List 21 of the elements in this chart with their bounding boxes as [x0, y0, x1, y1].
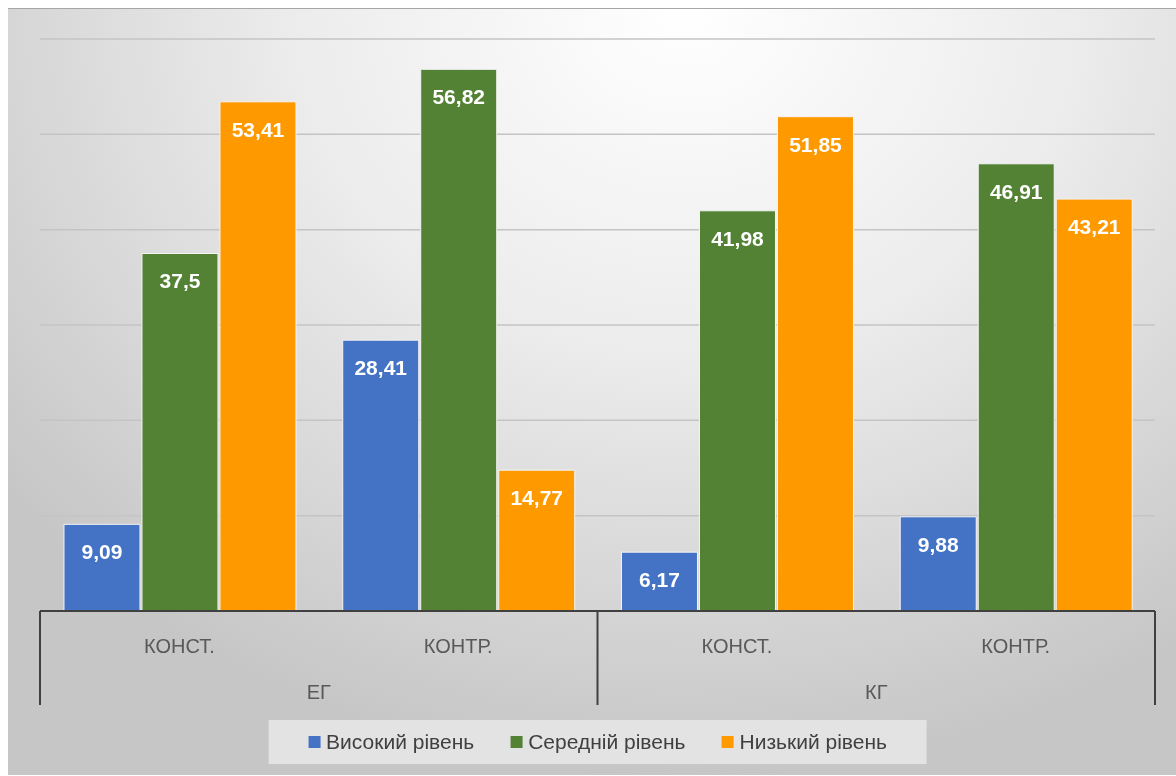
data-label: 46,91 — [989, 179, 1043, 203]
x-tick-label: КОНСТ. — [701, 635, 773, 658]
data-label: 28,41 — [354, 356, 408, 380]
data-label: 56,82 — [432, 85, 485, 109]
data-label: 9,88 — [917, 532, 959, 556]
x-tick-label: КОНСТ. — [143, 635, 215, 658]
data-label: 53,41 — [231, 117, 285, 141]
data-label: 14,77 — [510, 486, 563, 510]
data-label: 37,5 — [159, 269, 201, 293]
data-label: 41,98 — [711, 226, 765, 250]
text: ЕГ — [306, 681, 331, 703]
x-tick-label: КОНТР. — [423, 635, 493, 658]
data-label: 9,09 — [81, 540, 123, 564]
legend-label: Високий рівень — [326, 730, 475, 754]
data-label: 51,85 — [789, 132, 843, 156]
text: КГ — [865, 681, 888, 703]
data-label: 6,17 — [639, 568, 680, 592]
x-tick-label: КОНТР. — [981, 635, 1051, 658]
legend-label: Низький рівень — [739, 730, 887, 754]
data-label: 43,21 — [1067, 214, 1121, 238]
text: Середній рівень — [528, 730, 686, 754]
